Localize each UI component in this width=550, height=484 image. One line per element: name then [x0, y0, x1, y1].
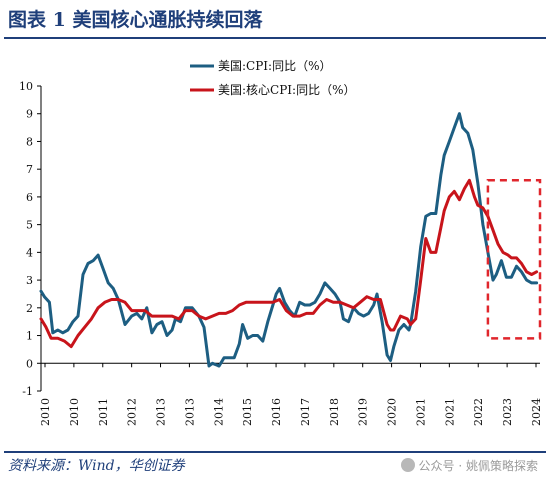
- highlight-box: [486, 179, 542, 340]
- x-tick-label: 2014: [212, 398, 225, 426]
- x-tick-label: 2012: [126, 398, 139, 426]
- y-tick-label: -1: [22, 385, 33, 398]
- x-tick-label: 2011: [97, 398, 110, 426]
- x-tick-label: 2022: [472, 398, 485, 426]
- x-tick-label: 2021: [414, 398, 427, 426]
- x-tick-label: 2023: [501, 398, 514, 426]
- legend: 美国:CPI:同比（%） 美国:核心CPI:同比（%）: [190, 59, 356, 97]
- y-tick-label: 6: [26, 191, 33, 204]
- y-tick-label: 1: [26, 330, 33, 343]
- line-chart: -1 0 1 2 3 4 5 6 7 8 9 10 2010 2010 2011 2012 2013 2013 20…: [19, 59, 543, 426]
- axis-layer: -1 0 1 2 3 4 5 6 7 8 9 10 2010 2010 2011 2012 2013 2013 20…: [19, 80, 543, 426]
- bottom-rule: [4, 451, 546, 453]
- x-tick-label: 2016: [270, 398, 283, 426]
- x-tick-label: 2013: [155, 398, 168, 426]
- x-tick-label: 2024: [530, 398, 543, 426]
- y-tick-label: 2: [26, 302, 33, 315]
- x-tick-label: 2021: [443, 398, 456, 426]
- y-tick-label: 8: [26, 135, 33, 148]
- chart-title: 图表 1 美国核心通胀持续回落: [8, 9, 263, 31]
- x-tick-label: 2020: [386, 398, 399, 426]
- y-tick-label: 5: [26, 219, 33, 232]
- source-note: 资料来源：Wind，华创证券: [8, 458, 185, 474]
- core-cpi-series-line: [39, 178, 539, 349]
- watermark: 公众号 · 姚佩策略探索: [400, 455, 538, 477]
- y-tick-label: 9: [26, 108, 33, 121]
- legend-label-cpi: 美国:CPI:同比（%）: [218, 59, 332, 73]
- title-rule: [4, 37, 546, 39]
- legend-label-core: 美国:核心CPI:同比（%）: [218, 83, 356, 97]
- x-tick-label: 2013: [183, 398, 196, 426]
- x-tick-label: 2010: [68, 398, 81, 426]
- y-tick-label: 7: [26, 163, 33, 176]
- series-layer: [39, 112, 542, 368]
- y-tick-label: 0: [26, 357, 33, 370]
- cpi-series-line: [39, 112, 539, 368]
- x-tick-label: 2015: [241, 398, 254, 426]
- y-tick-label: 4: [26, 246, 33, 259]
- watermark-text: 公众号 · 姚佩策略探索: [418, 459, 538, 473]
- y-tick-label: 3: [26, 274, 33, 287]
- x-tick-label: 2019: [357, 398, 370, 426]
- x-tick-label: 2017: [299, 398, 312, 426]
- y-tick-label: 10: [19, 80, 33, 93]
- wechat-icon: [400, 458, 415, 472]
- x-tick-label: 2018: [328, 398, 341, 426]
- x-tick-label: 2010: [39, 398, 52, 426]
